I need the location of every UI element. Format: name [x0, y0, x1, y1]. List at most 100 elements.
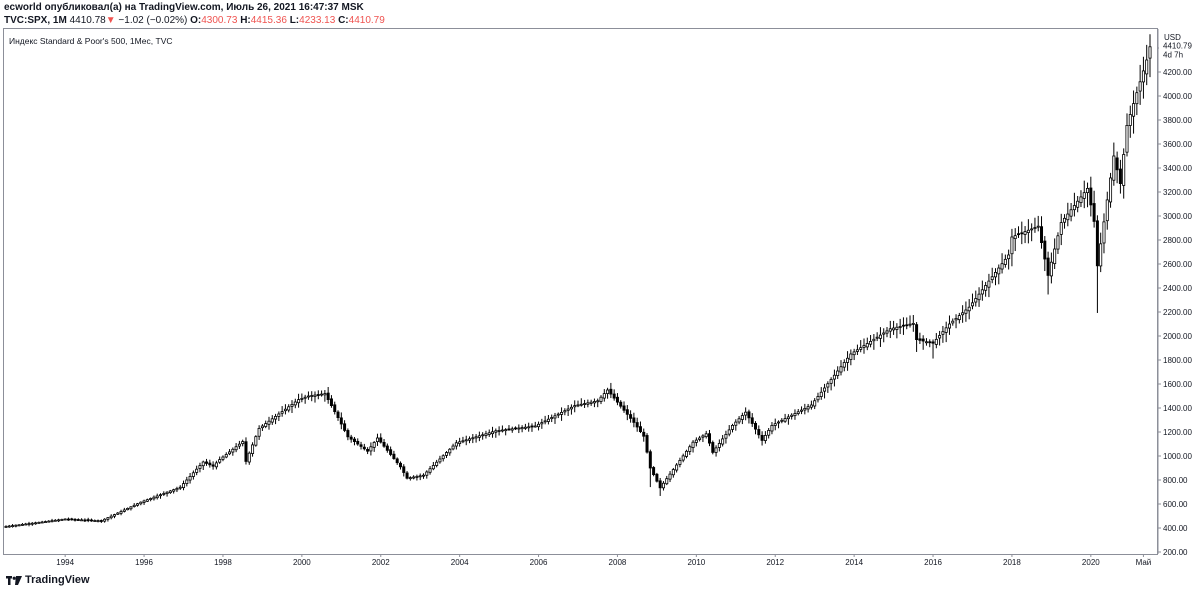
candle-body [145, 499, 149, 502]
candle-body [195, 468, 199, 473]
high-value: 4415.36 [250, 15, 287, 26]
candle-body [1030, 228, 1034, 231]
candle-body [750, 417, 754, 424]
candle-body [560, 411, 564, 415]
candle-body [224, 454, 228, 458]
candle-body [260, 425, 264, 429]
candle-body [780, 419, 784, 422]
down-arrow-icon: ▼ [105, 15, 116, 26]
candle-body [349, 436, 353, 440]
candle-body [796, 411, 800, 414]
candle-body [823, 387, 827, 392]
candle-body [731, 424, 735, 430]
candle-body [139, 501, 143, 505]
candle-body [987, 280, 991, 288]
candle-body [297, 399, 301, 404]
candle-body [487, 432, 491, 435]
candle-body [415, 475, 419, 478]
candle-body [83, 519, 87, 522]
candle-body [346, 430, 350, 438]
candle-body [579, 403, 583, 406]
candle-body [816, 396, 820, 401]
y-tick-label: 1000.00 [1163, 452, 1192, 461]
candle-body [1086, 187, 1090, 194]
candle-body [786, 416, 790, 420]
candle-body [583, 403, 587, 405]
candle-body [1105, 199, 1109, 222]
candle-body [474, 436, 478, 439]
candle-body [484, 433, 488, 436]
candle-body [961, 312, 965, 316]
candle-body [970, 302, 974, 307]
candle-body [921, 338, 925, 342]
candle-body [379, 437, 383, 443]
change-value: −1.02 (−0.02%) [118, 15, 188, 26]
candle-body [326, 392, 330, 401]
candle-body [783, 418, 787, 422]
candle-body [264, 423, 268, 427]
candle-body [869, 340, 873, 345]
candle-body [645, 435, 649, 453]
candle-body [865, 343, 869, 348]
candle-body [37, 522, 41, 524]
candle-body [178, 486, 182, 489]
candle-body [530, 425, 534, 428]
candle-body [421, 474, 425, 477]
candle-body [159, 494, 163, 497]
candle-body [599, 396, 603, 402]
candle-body [300, 397, 304, 400]
candle-body [704, 433, 708, 438]
candle-body [165, 491, 169, 494]
candle-body [533, 425, 537, 428]
candle-body [859, 347, 863, 350]
candle-body [1118, 168, 1122, 184]
x-tick-label: 2012 [766, 558, 784, 567]
last-price: 4410.78 [69, 15, 106, 26]
chart-title: Индекс Standard & Poor's 500, 1Мес, TVC [9, 36, 173, 46]
candle-body [717, 442, 721, 448]
candle-body [53, 519, 57, 522]
candle-body [990, 276, 994, 281]
candle-body [425, 471, 429, 476]
candle-body [688, 446, 692, 452]
candle-body [855, 349, 859, 352]
candle-body [507, 428, 511, 431]
candle-body [1138, 81, 1142, 92]
last-price-label: 4410.79 [1163, 42, 1192, 51]
candle-body [435, 461, 439, 466]
candle-body [744, 411, 748, 416]
candle-body [514, 427, 518, 430]
candle-body [175, 488, 179, 491]
candle-body [234, 446, 238, 451]
candle-body [566, 408, 570, 411]
publisher-text: ecworld опубликовал(а) на TradingView.co… [4, 2, 364, 13]
brand-footer[interactable]: TradingView [6, 574, 90, 586]
candle-body [1040, 226, 1044, 243]
candle-body [1115, 157, 1119, 171]
candle-body [928, 341, 932, 344]
candle-body [221, 456, 225, 460]
candle-body [80, 519, 84, 522]
candle-body [770, 424, 774, 432]
candle-body [267, 420, 271, 425]
candle-body [954, 317, 958, 321]
candle-body [546, 418, 550, 422]
candle-body [520, 427, 524, 430]
candle-body [477, 435, 481, 438]
candle-body [323, 393, 327, 396]
candle-body [576, 404, 580, 407]
candle-body [790, 414, 794, 417]
candle-body [14, 524, 18, 527]
candle-body [1095, 220, 1099, 267]
candle-body [629, 414, 633, 419]
candle-body [372, 441, 376, 448]
candle-body [283, 408, 287, 412]
tradingview-logo-icon [6, 575, 22, 585]
candle-body [612, 393, 616, 399]
candle-body [800, 409, 804, 412]
candle-body [1092, 203, 1096, 222]
y-tick-label: 3600.00 [1163, 140, 1192, 149]
candle-body [1066, 213, 1070, 221]
candle-body [606, 389, 610, 394]
